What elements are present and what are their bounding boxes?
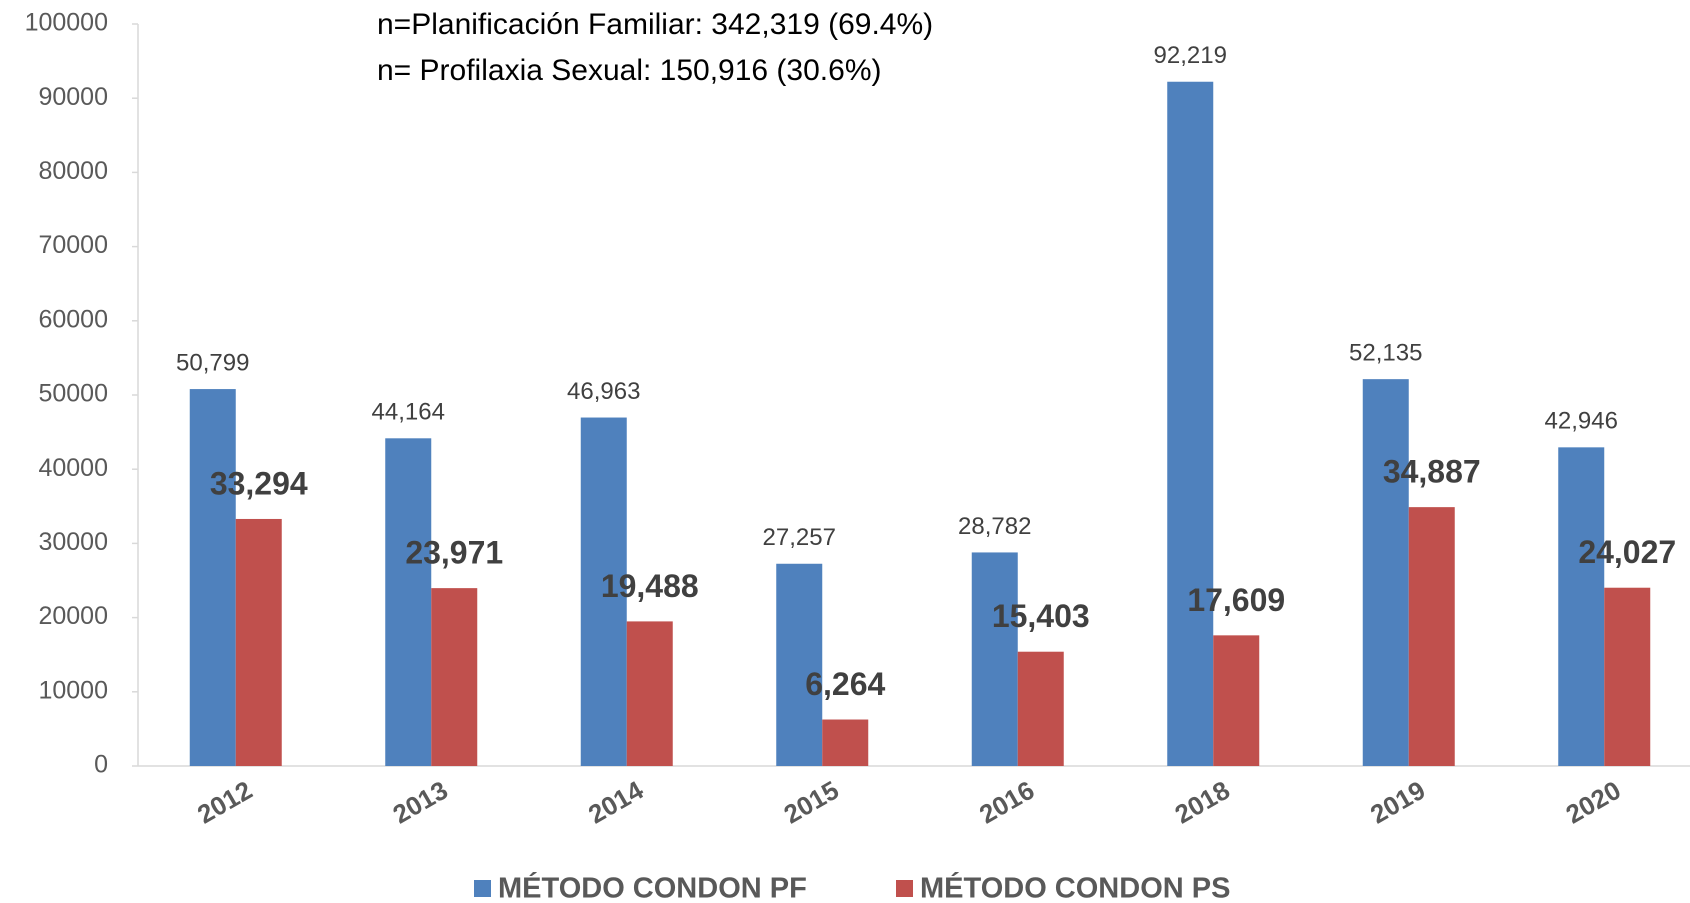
bar [1604,587,1651,766]
bar [431,588,478,766]
bar [1558,447,1605,766]
y-tick-label: 50000 [38,380,108,408]
data-label: 92,219 [1154,42,1227,69]
x-tick-label: 2013 [388,775,453,830]
bar [822,719,869,766]
data-label: 42,946 [1545,408,1618,435]
y-tick-label: 100000 [25,9,108,37]
data-label: 52,135 [1349,340,1422,367]
data-label: 17,609 [1187,582,1285,618]
data-label: 23,971 [405,535,503,571]
data-label: 46,963 [567,378,640,405]
y-tick-label: 60000 [38,305,108,333]
data-label: 27,257 [763,524,836,551]
x-tick-label: 2019 [1365,775,1430,830]
data-label: 19,488 [601,568,699,604]
y-tick-label: 0 [94,751,108,779]
bar [626,621,673,766]
bar [971,552,1018,766]
y-tick-label: 40000 [38,454,108,482]
bar [189,389,236,766]
data-label: 34,887 [1383,454,1481,490]
data-label: 33,294 [210,465,308,501]
x-tick-label: 2018 [1170,775,1235,830]
y-tick-label: 90000 [38,83,108,111]
x-tick-label: 2020 [1561,775,1626,830]
bar [776,563,823,766]
y-tick-label: 70000 [38,231,108,259]
y-tick-label: 80000 [38,157,108,185]
bar [1017,651,1064,766]
data-label: 50,799 [176,349,249,376]
data-label: 28,782 [958,513,1031,540]
data-label: 15,403 [992,598,1090,634]
y-tick-label: 10000 [38,676,108,704]
data-label: 24,027 [1578,534,1676,570]
x-tick-label: 2016 [974,775,1039,830]
bar [235,518,282,766]
bar [385,438,432,766]
legend-label: MÉTODO CONDON PS [920,871,1230,903]
x-tick-label: 2012 [192,775,257,830]
legend-swatch [474,880,491,897]
y-tick-label: 30000 [38,528,108,556]
bar [1408,507,1455,766]
bar [1213,635,1260,766]
annotation: n=Planificación Familiar: 342,319 (69.4%… [377,8,933,41]
x-tick-label: 2014 [583,774,649,829]
data-label: 6,264 [805,666,885,702]
legend-swatch [896,880,913,897]
y-tick-label: 20000 [38,602,108,630]
data-label: 44,164 [372,399,445,426]
x-tick-label: 2015 [779,775,844,830]
bar [1362,379,1409,766]
annotation: n= Profilaxia Sexual: 150,916 (30.6%) [377,54,881,87]
bar [580,417,627,766]
legend-label: MÉTODO CONDON PF [498,871,807,903]
bar [1167,81,1214,766]
